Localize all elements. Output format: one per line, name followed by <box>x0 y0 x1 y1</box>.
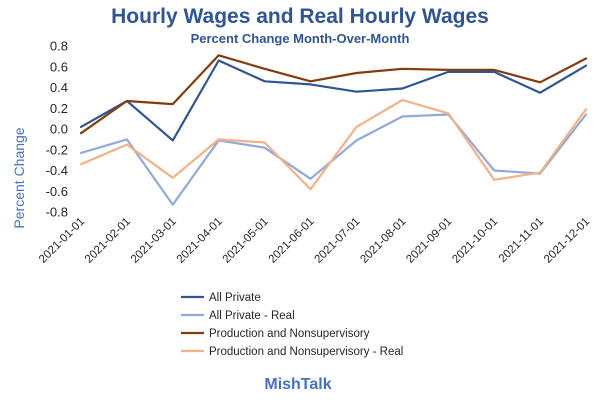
x-tick-label: 2021-02-01 <box>83 216 133 266</box>
chart-title: Hourly Wages and Real Hourly Wages <box>111 5 489 28</box>
x-tick-label: 2021-11-01 <box>497 216 546 265</box>
y-axis-label: Percent Change <box>11 127 27 228</box>
chart-subtitle: Percent Change Month-Over-Month <box>191 31 410 46</box>
y-tick-label: 0.4 <box>50 80 68 95</box>
x-tick-label: 2021-07-01 <box>312 216 362 266</box>
x-axis-ticks: 2021-01-012021-02-012021-03-012021-04-01… <box>37 216 592 266</box>
legend-label: Production and Nonsupervisory <box>209 328 370 340</box>
y-tick-label: -0.4 <box>46 163 68 178</box>
y-tick-label: 0.2 <box>50 101 68 116</box>
y-tick-label: 0.0 <box>50 122 68 137</box>
x-tick-label: 2021-06-01 <box>267 216 317 266</box>
y-tick-label: -0.2 <box>46 142 68 157</box>
legend-label: Production and Nonsupervisory - Real <box>209 346 403 358</box>
y-tick-label: -0.6 <box>46 184 68 199</box>
x-tick-label: 2021-04-01 <box>175 216 225 266</box>
x-tick-label: 2021-05-01 <box>221 216 271 266</box>
x-tick-label: 2021-10-01 <box>450 216 500 266</box>
legend-label: All Private <box>209 292 261 304</box>
x-tick-label: 2021-01-01 <box>37 216 87 266</box>
plot-area <box>79 54 588 206</box>
x-tick-label: 2021-09-01 <box>404 216 454 266</box>
y-tick-label: -0.8 <box>46 205 68 220</box>
x-tick-label: 2021-12-01 <box>542 216 592 266</box>
y-tick-label: 0.6 <box>50 59 68 74</box>
series-line-4 <box>79 98 588 191</box>
x-tick-label: 2021-03-01 <box>129 216 179 266</box>
footer-brand: MishTalk <box>264 376 331 393</box>
y-tick-label: 0.8 <box>50 39 68 54</box>
y-axis-ticks: 0.8 0.6 0.4 0.2 0.0 -0.2 -0.4 -0.6 -0.8 <box>46 39 68 220</box>
legend-label: All Private - Real <box>209 310 295 322</box>
x-tick-label: 2021-08-01 <box>358 216 408 266</box>
series-line-1 <box>79 59 588 142</box>
series-line-3 <box>79 54 588 135</box>
legend: All Private All Private - Real Production … <box>181 292 403 358</box>
